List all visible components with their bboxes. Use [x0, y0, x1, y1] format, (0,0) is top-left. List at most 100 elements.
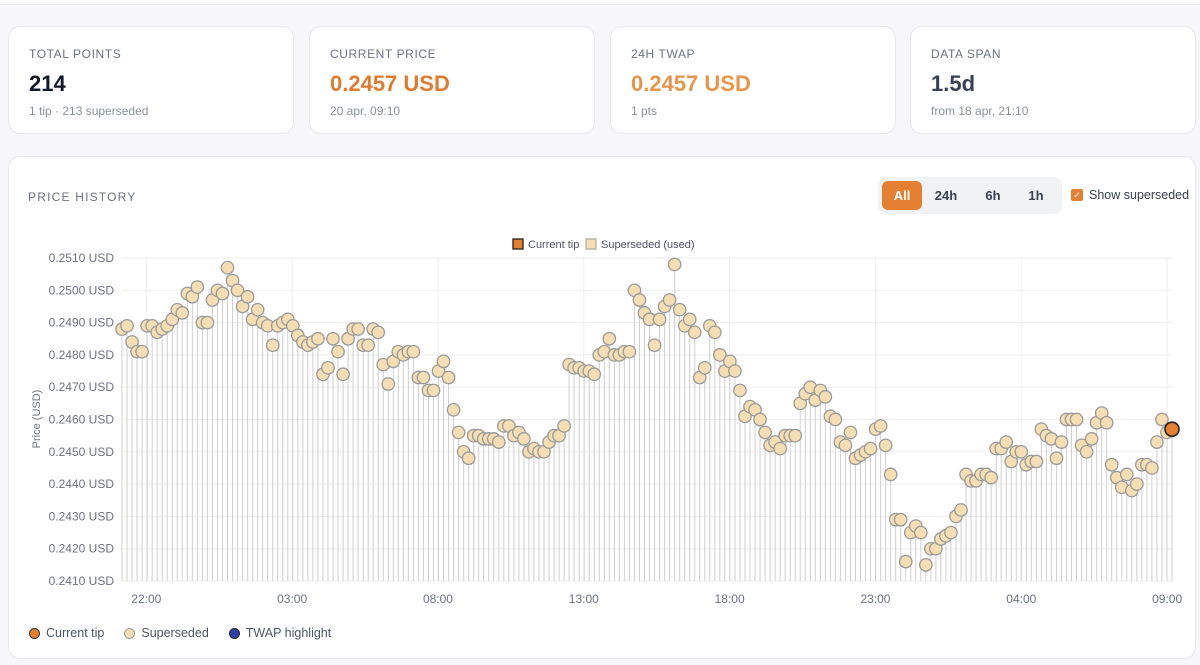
superseded-point[interactable] [843, 425, 858, 440]
superseded-point[interactable] [707, 325, 722, 340]
superseded-point[interactable] [361, 338, 376, 353]
superseded-point[interactable] [190, 280, 205, 294]
superseded-point[interactable] [672, 302, 687, 317]
superseded-point[interactable] [215, 286, 230, 301]
range-all-button[interactable]: All [882, 181, 922, 210]
range-selector: All 24h 6h 1h [878, 177, 1062, 214]
current-tip-dot-icon [29, 627, 40, 639]
superseded-point[interactable] [898, 554, 913, 569]
superseded-point[interactable] [1084, 432, 1099, 446]
superseded-point[interactable] [788, 428, 803, 443]
legend-item-twap: TWAP highlight [228, 626, 331, 640]
superseded-point[interactable] [682, 312, 697, 327]
superseded-point[interactable] [818, 390, 833, 404]
twap-dot-icon [228, 627, 240, 639]
superseded-point[interactable] [632, 293, 647, 307]
superseded-point[interactable] [999, 435, 1014, 449]
superseded-point[interactable] [893, 512, 908, 527]
superseded-point[interactable] [406, 344, 421, 359]
superseded-point[interactable] [878, 438, 893, 453]
superseded-point[interactable] [230, 283, 245, 298]
y-axis-ticks: 0.2510 USD 0.2500 USD 0.2490 USD 0.2480 USD… [49, 251, 115, 588]
superseded-point[interactable] [838, 438, 853, 453]
superseded-point[interactable] [1099, 415, 1114, 430]
superseded-point[interactable] [913, 525, 928, 540]
superseded-point[interactable] [381, 377, 396, 391]
superseded-point[interactable] [863, 441, 878, 456]
superseded-point[interactable] [647, 338, 662, 353]
superseded-point[interactable] [250, 302, 265, 317]
superseded-point[interactable] [326, 331, 340, 346]
superseded-point[interactable] [602, 331, 617, 346]
superseded-point[interactable] [331, 344, 345, 359]
checkbox-checked-icon[interactable]: ✓ [1071, 189, 1083, 201]
range-24h-button[interactable]: 24h [922, 181, 970, 210]
y-tick-label: 0.2510 USD [49, 251, 115, 265]
superseded-point[interactable] [1069, 412, 1084, 427]
superseded-point[interactable] [758, 425, 772, 440]
legend-current-tip-swatch [512, 238, 524, 250]
superseded-point[interactable] [265, 338, 280, 353]
superseded-point[interactable] [773, 441, 787, 456]
superseded-point[interactable] [461, 451, 476, 466]
range-6h-button[interactable]: 6h [970, 181, 1016, 210]
superseded-point[interactable] [587, 367, 602, 382]
superseded-point[interactable] [662, 293, 677, 307]
superseded-point[interactable] [687, 325, 702, 340]
superseded-point[interactable] [436, 354, 451, 369]
superseded-point[interactable] [1014, 444, 1029, 459]
superseded-point[interactable] [220, 260, 235, 275]
card-value: 214 [29, 71, 66, 96]
superseded-point[interactable] [667, 257, 682, 272]
superseded-point[interactable] [336, 367, 350, 382]
y-tick-label: 0.2410 USD [49, 574, 115, 588]
superseded-point[interactable] [828, 412, 843, 427]
superseded-point[interactable] [491, 435, 506, 449]
superseded-point[interactable] [984, 470, 998, 485]
superseded-point[interactable] [120, 318, 134, 333]
superseded-point[interactable] [697, 360, 712, 375]
superseded-point[interactable] [873, 419, 888, 433]
superseded-point[interactable] [883, 467, 898, 482]
superseded-point[interactable] [622, 344, 637, 359]
superseded-point[interactable] [1049, 451, 1064, 466]
superseded-point[interactable] [426, 383, 441, 398]
superseded-point[interactable] [944, 525, 958, 540]
superseded-point[interactable] [1029, 454, 1044, 469]
superseded-point[interactable] [1054, 435, 1069, 449]
superseded-point[interactable] [733, 383, 747, 398]
superseded-point[interactable] [1155, 412, 1169, 427]
superseded-point[interactable] [311, 331, 325, 346]
superseded-point[interactable] [451, 425, 466, 440]
superseded-point[interactable] [557, 419, 571, 433]
legend-item-current-tip: Current tip [29, 626, 104, 640]
superseded-point[interactable] [517, 432, 531, 446]
superseded-point[interactable] [175, 306, 190, 320]
superseded-point[interactable] [371, 325, 386, 340]
superseded-point[interactable] [954, 503, 968, 517]
superseded-point[interactable] [753, 412, 767, 427]
superseded-point[interactable] [1079, 444, 1094, 459]
show-superseded-toggle[interactable]: ✓ Show superseded [1071, 188, 1189, 202]
superseded-point[interactable] [441, 370, 456, 385]
superseded-point[interactable] [1104, 457, 1119, 472]
y-tick-label: 0.2500 USD [49, 283, 115, 297]
superseded-point[interactable] [321, 360, 335, 375]
superseded-point[interactable] [712, 348, 727, 362]
range-1h-button[interactable]: 1h [1016, 181, 1056, 210]
superseded-point[interactable] [351, 322, 365, 336]
superseded-point[interactable] [135, 344, 149, 359]
superseded-point[interactable] [652, 312, 667, 327]
superseded-point[interactable] [416, 370, 431, 385]
superseded-point[interactable] [1150, 435, 1164, 449]
superseded-point[interactable] [918, 557, 933, 572]
superseded-point[interactable] [1129, 477, 1144, 491]
superseded-point[interactable] [200, 315, 215, 330]
superseded-point[interactable] [240, 289, 255, 304]
current-tip-point[interactable] [1164, 421, 1180, 437]
superseded-point[interactable] [728, 364, 742, 378]
superseded-point[interactable] [446, 402, 461, 417]
y-tick-label: 0.2430 USD [49, 509, 115, 523]
superseded-point[interactable] [1145, 461, 1159, 475]
superseded-point[interactable] [1119, 467, 1134, 482]
